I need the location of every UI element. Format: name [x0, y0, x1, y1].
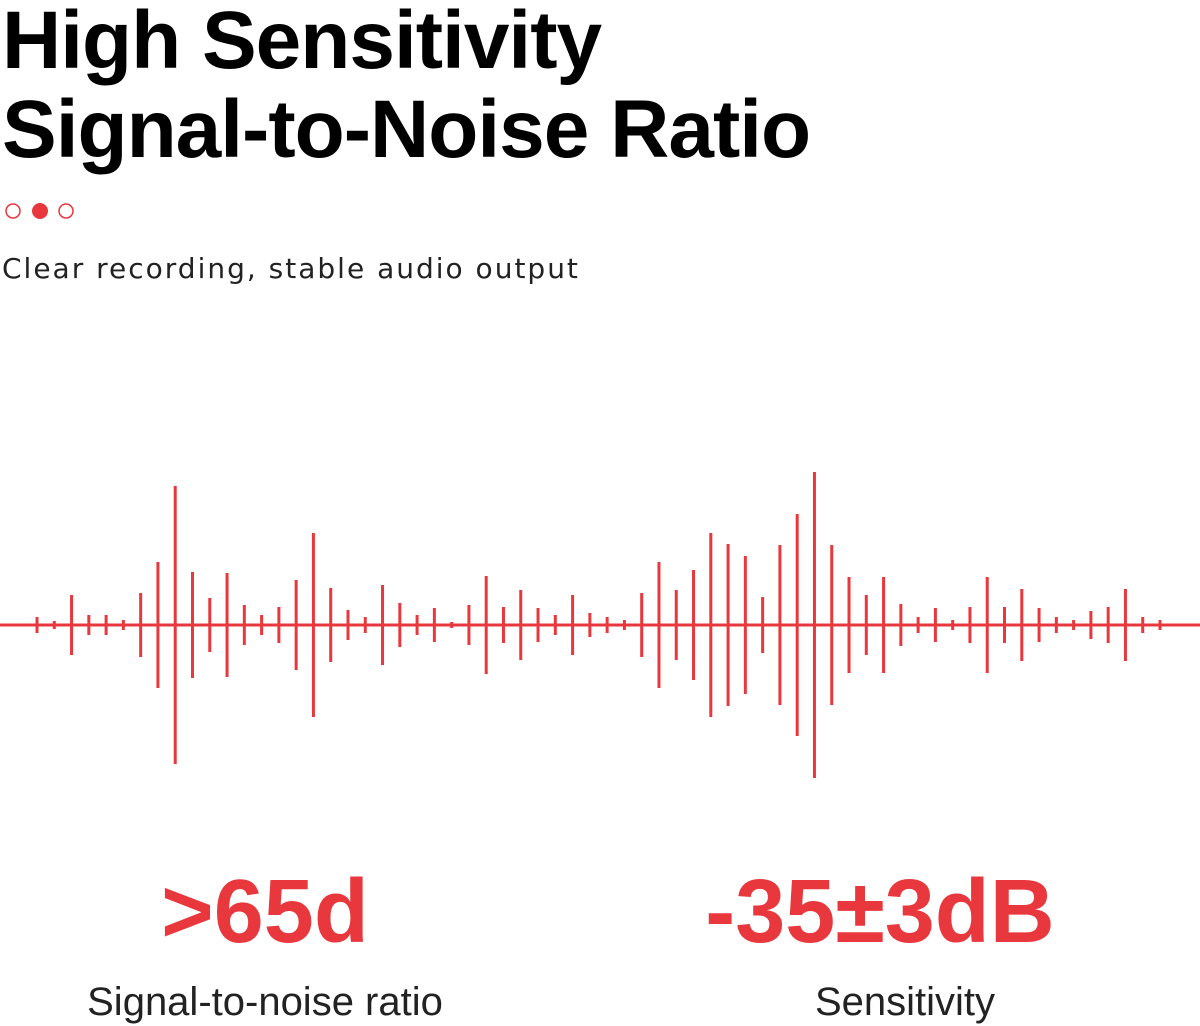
stat-value: -35±3dB: [705, 862, 1055, 962]
dot-active: [32, 203, 48, 219]
dot: [5, 203, 21, 219]
stat-value: >65d: [161, 862, 369, 962]
subtitle: Clear recording, stable audio output: [2, 252, 580, 285]
title-line: High Sensitivity: [2, 0, 603, 86]
waveform: [0, 472, 1200, 778]
stat-label: Signal-to-noise ratio: [87, 980, 443, 1024]
title-line: Signal-to-Noise Ratio: [2, 84, 810, 175]
stat-label: Sensitivity: [815, 980, 995, 1024]
dot: [58, 203, 74, 219]
page-dots: [5, 203, 74, 219]
